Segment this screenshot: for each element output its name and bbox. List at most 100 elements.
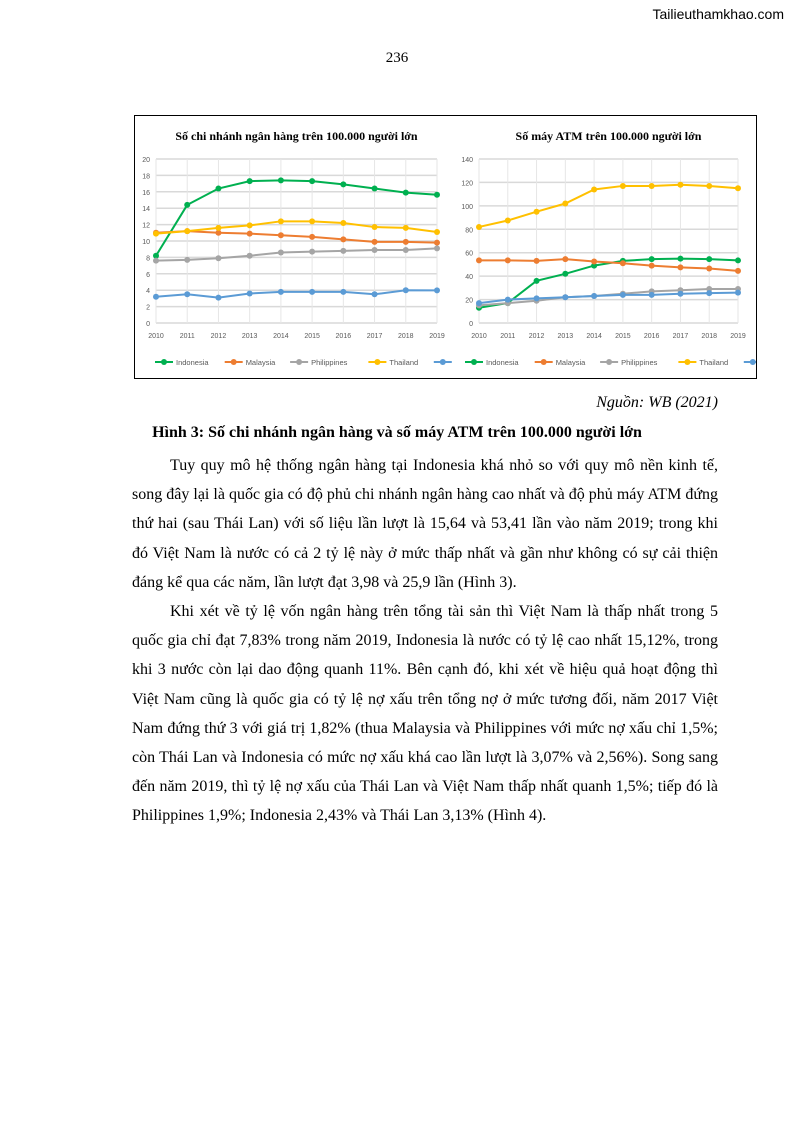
data-point (648, 256, 655, 263)
legend-label: Philippines (311, 358, 348, 367)
data-point (533, 208, 540, 215)
data-point (619, 182, 626, 189)
y-tick-label: 8 (146, 255, 150, 262)
legend-label: Philippines (621, 358, 658, 367)
data-point (434, 239, 440, 246)
data-point (215, 185, 222, 192)
x-tick-label: 2012 (211, 333, 227, 340)
data-point (533, 295, 540, 302)
data-point (153, 257, 159, 264)
series-line-vietnam (478, 291, 739, 305)
legend-marker (296, 359, 303, 365)
x-tick-label: 2017 (673, 333, 689, 340)
data-point (215, 229, 222, 236)
data-point (184, 256, 191, 263)
legend-label: Indonesia (486, 358, 519, 367)
data-point (340, 247, 347, 254)
data-point (677, 290, 684, 297)
y-tick-label: 140 (461, 157, 473, 164)
data-point (340, 288, 347, 295)
data-point (340, 236, 347, 243)
page-number: 236 (385, 50, 409, 66)
data-point (591, 186, 598, 193)
data-point (246, 222, 253, 229)
data-point (677, 181, 684, 188)
data-point (476, 300, 482, 307)
data-point (277, 232, 284, 239)
data-point (277, 218, 284, 225)
data-point (402, 224, 409, 231)
x-tick-label: 2010 (471, 333, 487, 340)
data-point (246, 252, 253, 259)
x-tick-label: 2011 (500, 333, 515, 340)
data-point (371, 291, 378, 298)
x-tick-label: 2019 (730, 333, 746, 340)
y-tick-label: 12 (142, 223, 150, 230)
data-point (648, 262, 655, 269)
x-tick-label: 2012 (529, 333, 545, 340)
legend-label: Thailand (699, 358, 728, 367)
legend-marker (749, 359, 756, 365)
legend-label: Thailand (389, 358, 418, 367)
x-tick-label: 2015 (615, 333, 631, 340)
x-tick-label: 2011 (180, 333, 195, 340)
paragraph: Khi xét về tỷ lệ vốn ngân hàng trên tổng… (132, 603, 718, 825)
data-point (706, 182, 713, 189)
data-point (504, 296, 511, 303)
data-point (434, 191, 440, 198)
figure-caption: Hình 3: Số chi nhánh ngân hàng và số máy… (152, 424, 642, 441)
x-tick-label: 2018 (701, 333, 717, 340)
series-line-philippines (478, 288, 738, 307)
data-point (677, 255, 684, 262)
legend-marker (606, 359, 613, 365)
data-point (735, 289, 741, 296)
x-tick-label: 2016 (644, 333, 660, 340)
legend-marker (161, 359, 167, 365)
data-point (591, 262, 598, 269)
y-tick-label: 20 (142, 157, 150, 164)
legend-marker (540, 359, 547, 365)
series-line-indonesia (155, 179, 438, 257)
series-line-vietnam (155, 289, 438, 299)
data-point (434, 245, 440, 252)
data-point (533, 277, 540, 284)
x-tick-label: 2018 (398, 333, 414, 340)
data-point (402, 287, 409, 294)
legend-label: Malaysia (556, 358, 586, 367)
data-point (735, 267, 741, 274)
y-tick-label: 60 (465, 251, 473, 258)
figure: Số chi nhánh ngân hàng trên 100.000 ngườ… (134, 115, 757, 379)
data-point (648, 182, 655, 189)
data-point (735, 185, 741, 192)
data-point (277, 288, 284, 295)
y-tick-label: 100 (461, 204, 473, 211)
chart-atms: Số máy ATM trên 100.000 người lớn 0 20 40 60… (461, 129, 756, 367)
data-point (619, 291, 626, 298)
data-point (340, 219, 347, 226)
legend-label: Malaysia (246, 358, 276, 367)
y-tick-label: 0 (146, 321, 150, 328)
data-point (184, 228, 191, 235)
legend-marker (471, 359, 477, 365)
data-point (619, 260, 626, 267)
data-point (371, 224, 378, 231)
series-line-thailand (478, 183, 739, 228)
data-point (677, 264, 684, 271)
y-tick-label: 120 (461, 180, 473, 187)
data-point (706, 286, 713, 293)
legend-marker (439, 359, 446, 365)
data-point (309, 178, 316, 185)
data-point (706, 256, 713, 263)
x-tick-label: 2014 (586, 333, 602, 340)
y-tick-label: 80 (465, 227, 473, 234)
data-point (215, 224, 222, 231)
y-tick-label: 4 (146, 288, 150, 295)
y-tick-label: 20 (465, 298, 473, 305)
legend-marker (230, 359, 237, 365)
data-point (371, 247, 378, 254)
data-point (184, 291, 191, 298)
data-point (246, 178, 253, 185)
x-tick-label: 2013 (242, 333, 258, 340)
data-point (153, 252, 159, 259)
